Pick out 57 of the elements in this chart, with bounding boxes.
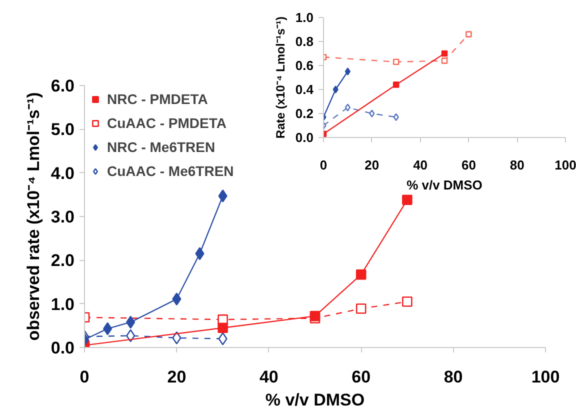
point	[441, 58, 448, 64]
point	[441, 50, 448, 57]
legend-label: CuAAC - Me6TREN	[107, 162, 234, 180]
point	[195, 247, 204, 260]
legend-label: CuAAC - PMDETA	[107, 114, 227, 132]
y-tick-label: 0.6	[295, 58, 314, 73]
y-tick-label: 0.0	[50, 338, 75, 358]
x-tick-label: 20	[167, 368, 186, 386]
legend-label: NRC - Me6TREN	[107, 138, 216, 156]
y-tick-label: 6.0	[50, 76, 75, 96]
x-tick-label: 100	[554, 158, 576, 172]
x-tick-label: 60	[352, 368, 371, 386]
point	[332, 86, 338, 94]
point	[356, 303, 366, 314]
point	[218, 332, 228, 346]
point	[466, 31, 472, 38]
x-axis-title: % v/v DMSO	[406, 178, 482, 192]
x-tick-label: 0	[320, 158, 328, 172]
x-tick-label: 0	[80, 368, 90, 386]
y-tick-label: 3.0	[50, 208, 75, 226]
point	[172, 292, 182, 306]
y-tick-label: 5.0	[50, 120, 75, 140]
x-tick-label: 60	[461, 158, 476, 172]
legend-label: NRC - PMDETA	[107, 90, 208, 108]
y-tick-label: 0.8	[295, 34, 314, 49]
y-axis-title: Rate (x10⁻⁴ Lmol⁻¹s⁻¹)	[273, 16, 288, 138]
y-tick-label: 1.0	[50, 294, 75, 314]
point	[344, 104, 351, 112]
point	[310, 310, 320, 322]
x-axis-title: % v/v DMSO	[265, 390, 365, 410]
point	[218, 189, 228, 202]
y-axis-title: observed rate (x10⁻⁴ Lmol⁻¹s⁻¹)	[24, 92, 43, 341]
x-tick-label: 20	[364, 158, 380, 172]
point	[393, 113, 399, 121]
x-tick-label: 40	[259, 368, 278, 386]
point	[356, 269, 366, 280]
y-tick-label: 0.0	[295, 130, 314, 145]
point	[103, 322, 112, 336]
y-tick-label: 4.0	[50, 164, 75, 183]
x-tick-label: 100	[531, 368, 560, 386]
point	[369, 110, 375, 118]
x-tick-label: 40	[413, 158, 428, 172]
point	[218, 322, 228, 333]
point	[392, 58, 400, 66]
x-tick-label: 80	[510, 158, 524, 172]
point	[344, 68, 351, 76]
point	[126, 329, 136, 342]
y-tick-label: 2.0	[50, 251, 75, 270]
y-tick-label: 0.2	[295, 106, 314, 121]
point	[402, 194, 412, 206]
point	[126, 316, 136, 329]
y-tick-label: 0.4	[295, 82, 314, 97]
x-tick-label: 80	[444, 368, 463, 386]
point	[392, 82, 400, 88]
point	[402, 296, 412, 307]
y-tick-label: 1.0	[295, 10, 314, 25]
point	[172, 331, 182, 344]
